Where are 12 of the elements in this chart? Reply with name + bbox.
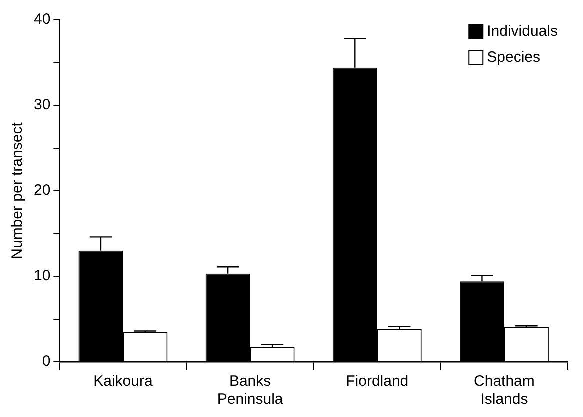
y-axis-title: Number per transect <box>9 122 26 260</box>
y-tick-label: 30 <box>34 96 51 114</box>
x-tick-label: Fiordland <box>346 373 409 390</box>
legend-label: Individuals <box>487 23 558 40</box>
x-tick-label: Chatham Islands <box>474 373 535 408</box>
y-tick-label: 20 <box>34 182 51 200</box>
legend-label: Species <box>487 49 540 66</box>
y-tick-label: 10 <box>34 268 51 285</box>
x-tick-label: Kaikoura <box>94 373 154 390</box>
y-tick-label: 0 <box>42 353 51 370</box>
y-tick-label: 40 <box>34 11 51 28</box>
x-tick-label: Banks Peninsula <box>217 373 284 408</box>
